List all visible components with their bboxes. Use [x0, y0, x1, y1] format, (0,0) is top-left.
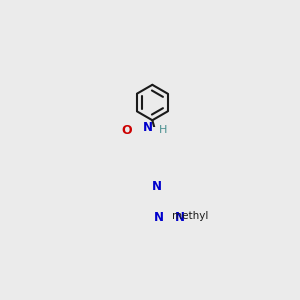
Text: methyl: methyl: [172, 211, 208, 220]
Text: O: O: [122, 124, 132, 137]
Text: N: N: [154, 211, 164, 224]
Text: H: H: [158, 124, 167, 135]
Text: N: N: [175, 211, 185, 224]
Text: N: N: [143, 121, 153, 134]
Text: N: N: [152, 180, 162, 193]
